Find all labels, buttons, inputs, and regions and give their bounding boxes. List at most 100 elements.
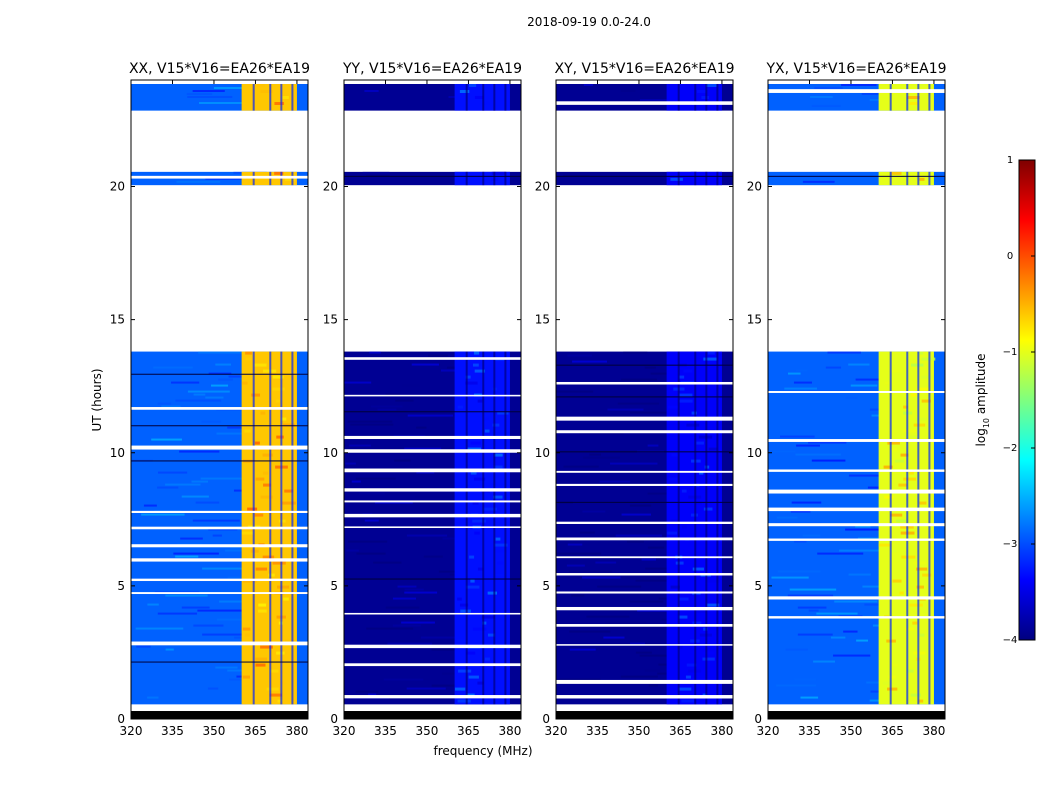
rfi-channel-line (716, 83, 719, 111)
rfi-patch (477, 567, 484, 571)
flag-gap (131, 544, 308, 548)
noise-streak (350, 423, 394, 426)
flag-gap (131, 510, 308, 514)
rfi-patch (890, 513, 903, 517)
rfi-patch (702, 657, 715, 661)
noise-streak (802, 534, 821, 537)
rfi-patch (882, 681, 894, 685)
noise-streak (610, 462, 658, 465)
rfi-patch (465, 375, 471, 379)
noise-streak (639, 98, 682, 101)
panel-title: YX, V15*V16=EA26*EA19 (765, 61, 946, 77)
flag-gap (768, 391, 945, 393)
rfi-patch (260, 495, 273, 499)
flag-gap (344, 468, 521, 473)
flag-gap (556, 381, 733, 385)
noise-streak (370, 405, 403, 408)
y-tick-label: 10 (535, 446, 550, 460)
noise-streak (200, 477, 246, 480)
y-axis-label: UT (hours) (90, 368, 104, 431)
noise-streak (635, 579, 680, 582)
rfi-channel-line (889, 351, 892, 705)
colorbar-gradient (1018, 159, 1036, 641)
rfi-patch (907, 95, 920, 99)
dark-row (344, 175, 521, 177)
colorbar-tick-label: −4 (1003, 635, 1018, 646)
flag-gap (131, 641, 308, 646)
rfi-patch (913, 561, 926, 565)
rfi-patch (283, 597, 289, 601)
rfi-channel-line (705, 351, 708, 705)
noise-streak (630, 642, 645, 645)
rfi-patch (494, 549, 507, 553)
noise-streak (833, 654, 871, 657)
rfi-patch (692, 567, 704, 571)
rfi-patch (894, 459, 905, 463)
noise-streak (392, 597, 417, 600)
rfi-patch (890, 369, 903, 373)
rfi-patch (670, 585, 680, 589)
rfi-patch (667, 531, 678, 535)
noise-streak (644, 669, 661, 672)
rfi-patch (683, 369, 693, 373)
noise-streak (848, 363, 870, 366)
rfi-patch (467, 447, 482, 451)
noise-streak (568, 570, 613, 573)
colorbar-ticks: 1 0 −1 −2 −3 −4 (1003, 155, 1035, 646)
noise-streak (153, 366, 193, 369)
dark-row (344, 578, 521, 580)
noise-streak (635, 651, 652, 654)
rfi-channel-line (269, 83, 272, 111)
noise-streak (788, 372, 801, 375)
rfi-patch (275, 399, 281, 403)
rfi-channel-line (677, 351, 680, 705)
panel-image (768, 83, 945, 719)
rfi-patch (484, 101, 490, 105)
rfi-patch (242, 675, 250, 679)
x-tick-label: 320 (120, 724, 143, 738)
rfi-patch (254, 363, 267, 367)
x-tick-label: 335 (374, 724, 397, 738)
noise-streak (420, 636, 456, 639)
rfi-patch (678, 375, 685, 379)
noise-streak (795, 369, 808, 372)
rfi-channel-line (504, 171, 507, 186)
y-tick-label: 15 (110, 313, 125, 327)
rfi-patch (477, 681, 484, 685)
rfi-patch (494, 573, 504, 577)
noise-streak (355, 477, 396, 480)
panel-frame (343, 79, 522, 720)
noise-streak (151, 438, 182, 441)
noise-streak (597, 585, 642, 588)
noise-streak (135, 627, 184, 630)
rfi-patch (678, 597, 689, 601)
rfi-patch (472, 519, 486, 523)
rfi-patch (277, 585, 290, 589)
flag-gap (556, 679, 733, 684)
rfi-patch (272, 387, 285, 391)
dark-row (556, 501, 733, 503)
noise-streak (161, 405, 181, 408)
rfi-patch (670, 519, 680, 523)
noise-streak (407, 414, 454, 417)
noise-streak (864, 603, 886, 606)
rfi-patch (892, 579, 902, 583)
noise-streak (816, 612, 858, 615)
rfi-patch (913, 423, 926, 427)
noise-streak (582, 510, 606, 513)
noise-streak (136, 645, 151, 648)
x-tick-label: 350 (203, 724, 226, 738)
noise-streak (359, 492, 385, 495)
noise-streak (192, 89, 225, 92)
noise-streak (802, 180, 835, 183)
panel-yy: YY, V15*V16=EA26*EA19 320 335 350 365 380 0 5 10… (323, 61, 522, 738)
rfi-patch (703, 651, 715, 655)
colorbar-tick-label: 1 (1007, 155, 1013, 166)
rfi-patch (903, 405, 908, 409)
noise-streak (780, 435, 815, 438)
noise-streak (157, 402, 172, 405)
noise-streak (647, 492, 671, 495)
rfi-patch (681, 489, 687, 493)
rfi-patch (245, 351, 252, 355)
noise-streak (225, 549, 244, 552)
